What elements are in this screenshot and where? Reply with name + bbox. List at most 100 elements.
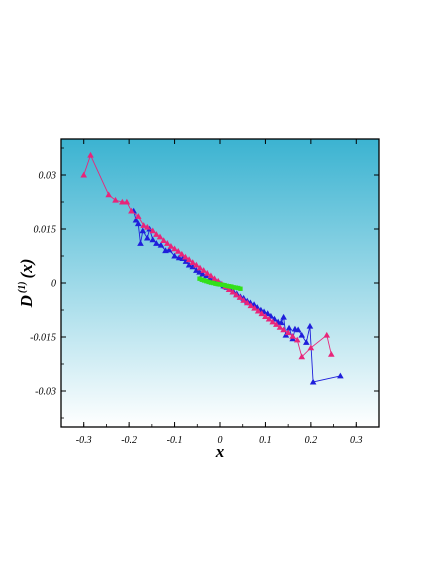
series-2-point-54 xyxy=(328,350,335,357)
y-axis-label-argument: (x) xyxy=(17,259,36,279)
series-1 xyxy=(130,207,344,385)
x-tick-label: 0.2 xyxy=(305,435,318,446)
x-tick-label: -0.1 xyxy=(167,435,183,446)
series-1-point-52 xyxy=(303,339,310,345)
series-1-point-5 xyxy=(139,227,147,234)
x-tick-label: 0.3 xyxy=(350,435,363,446)
series-2-point-48 xyxy=(284,329,292,336)
series-2-point-8 xyxy=(134,213,142,219)
series-1-point-45 xyxy=(280,313,287,320)
series-2-point-17 xyxy=(171,245,178,252)
series-2-point-9 xyxy=(140,222,147,228)
y-axis-label-base: D xyxy=(17,295,36,308)
series-2-point-14 xyxy=(160,237,167,243)
series-2-point-44 xyxy=(269,318,276,325)
series-1-point-12 xyxy=(165,246,173,253)
series-2-point-41 xyxy=(258,310,266,317)
series-3-point-17 xyxy=(233,285,239,290)
series-2-point-52 xyxy=(307,344,315,351)
series-layer xyxy=(80,151,344,385)
series-3-point-11 xyxy=(220,282,225,287)
series-2-point-43 xyxy=(265,315,273,322)
series-2-point-22 xyxy=(189,259,197,265)
series-2-point-19 xyxy=(178,250,186,257)
x-tick-label: 0 xyxy=(218,435,223,446)
series-2-point-32 xyxy=(225,286,233,292)
series-1-point-13 xyxy=(171,252,178,259)
series-1-point-16 xyxy=(182,258,190,264)
series-2-point-21 xyxy=(185,256,193,263)
series-2-point-51 xyxy=(298,353,306,360)
series-3-point-1 xyxy=(197,276,202,281)
series-1-point-3 xyxy=(134,220,142,227)
series-3-point-13 xyxy=(224,283,230,289)
series-2-point-26 xyxy=(203,269,211,276)
series-3-point-15 xyxy=(229,284,234,289)
series-2-point-53 xyxy=(323,331,331,338)
series-2-point-33 xyxy=(229,288,237,295)
series-2-point-35 xyxy=(236,294,244,300)
series-1-point-47 xyxy=(285,324,293,331)
y-tick-label: 0.03 xyxy=(39,171,57,182)
y-tick-label: 0 xyxy=(51,279,56,290)
series-3-point-7 xyxy=(210,280,216,286)
series-2-point-12 xyxy=(153,231,160,237)
x-tick-label: 0.1 xyxy=(259,435,272,446)
series-1-point-54 xyxy=(309,378,317,385)
series-1-point-2 xyxy=(132,216,140,223)
y-tick-label: -0.03 xyxy=(35,387,56,398)
series-2-point-49 xyxy=(289,332,296,339)
series-2-point-1 xyxy=(80,171,88,178)
series-2-point-13 xyxy=(156,233,164,240)
series-2-point-18 xyxy=(174,248,182,254)
series-3-point-3 xyxy=(201,278,207,283)
series-1-point-18 xyxy=(189,263,197,270)
series-1-point-9 xyxy=(153,240,160,246)
series-2-point-16 xyxy=(167,242,175,249)
series-2-point-10 xyxy=(144,223,151,230)
series-2-point-4 xyxy=(112,196,119,203)
series-2-point-28 xyxy=(211,275,218,282)
series-1-point-10 xyxy=(157,241,165,248)
series-3-point-4 xyxy=(204,279,209,284)
series-2-point-47 xyxy=(280,326,287,333)
series-2-point-46 xyxy=(276,323,284,330)
series-2-point-23 xyxy=(193,261,200,268)
series-2 xyxy=(80,151,335,360)
series-3-point-16 xyxy=(231,285,236,290)
series-2-point-20 xyxy=(182,253,189,260)
series-2-point-25 xyxy=(200,267,207,273)
series-1-point-55 xyxy=(337,372,344,379)
series-2-point-7 xyxy=(128,207,135,214)
series-1-point-17 xyxy=(185,261,193,268)
series-2-point-34 xyxy=(233,291,240,298)
series-3-point-14 xyxy=(226,284,232,289)
series-3-point-5 xyxy=(206,279,211,285)
series-2-point-36 xyxy=(240,296,247,303)
y-axis-label-superscript: (1) xyxy=(17,281,28,293)
series-1-point-44 xyxy=(278,319,285,326)
x-tick-label: -0.2 xyxy=(121,435,137,446)
series-2-point-24 xyxy=(196,264,204,271)
series-2-point-42 xyxy=(262,313,269,319)
series-1-point-53 xyxy=(306,322,314,329)
series-1-point-4 xyxy=(137,240,144,246)
series-1-point-6 xyxy=(144,234,151,241)
series-1-point-50 xyxy=(294,326,302,333)
y-axis-label: D (1) (x) xyxy=(17,259,36,309)
series-2-point-39 xyxy=(251,304,258,311)
series-3-point-19 xyxy=(238,286,243,291)
y-tick-label: -0.015 xyxy=(30,333,56,344)
series-3-point-10 xyxy=(217,282,223,287)
series-2-point-2 xyxy=(87,151,94,158)
y-tick-label: 0.015 xyxy=(34,225,57,236)
series-2-point-45 xyxy=(273,321,280,327)
series-1-point-8 xyxy=(149,236,157,243)
series-3 xyxy=(197,276,243,291)
series-2-point-5 xyxy=(119,198,126,205)
ticks-layer: -0.3 -0.2 -0.1 0 0.1 0.2 0.3 0.03 0.015 0 -0.015 -0… xyxy=(30,139,380,446)
series-3-point-12 xyxy=(222,282,227,288)
series-3-point-18 xyxy=(235,285,241,291)
series-1-point-19 xyxy=(193,267,200,273)
